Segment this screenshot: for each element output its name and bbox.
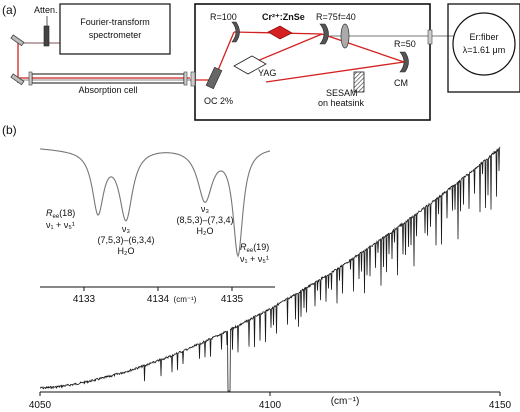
crystal-label: Cr²⁺:ZnSe [262,12,305,22]
mirror-bottom-left [10,73,25,86]
laser-cavity-box [194,3,431,121]
er-fiber-label-2: λ=1.61 μm [463,45,505,55]
r75-label: R=75 [316,12,338,22]
mirror-top-left [10,34,25,47]
inset-plot: 4133 4134 4135 (cm⁻¹) Ree(18) ν₁ + ν₅¹ ν… [39,148,275,305]
inset-spectrum-line [39,148,271,258]
sesam [353,71,365,93]
beam-reference-lines [18,42,190,81]
x-axis-unit: (cm⁻¹) [331,396,360,407]
svg-text:ν₁ + ν₅¹: ν₁ + ν₅¹ [240,254,269,264]
ft-spectrometer-box [59,3,171,55]
output-coupler [205,66,223,90]
svg-text:Ree(19): Ree(19) [240,242,269,254]
panel-b: (b) 4050 4100 4150 (cm⁻¹) 4133 4134 4135… [2,123,512,411]
main-x-ticks [39,392,501,396]
x-tick-4050: 4050 [29,400,52,411]
sesam-label-1: SESAM [326,88,358,98]
svg-text:Ree(18): Ree(18) [46,208,75,220]
inset-annotation-h2o-2: ν₃ (8,5,3)–(7,3,4) H₂O [176,204,233,236]
mirror-r100 [231,21,240,43]
attenuator [43,25,50,47]
yag-plate [233,55,267,75]
inset-tick-4135: 4135 [221,294,244,305]
cavity-window-left [190,71,196,87]
r100-label: R=100 [210,12,237,22]
svg-text:(8,5,3)–(7,3,4): (8,5,3)–(7,3,4) [176,215,233,225]
x-tick-4100: 4100 [259,400,282,411]
cm-label: CM [394,78,408,88]
lens-f40 [340,23,350,49]
svg-text:H₂O: H₂O [118,246,135,256]
svg-text:H₂O: H₂O [197,226,214,236]
crystal-znse [267,25,293,40]
cavity-window-right [427,29,433,45]
er-fiber-coil [452,12,516,76]
yag-label: YAG [258,68,276,78]
svg-text:ν₃: ν₃ [122,224,131,234]
cavity-beams [190,31,405,83]
ft-spectrometer-label-2: spectrometer [89,30,142,40]
svg-text:(7,5,3)–(6,3,4): (7,5,3)–(6,3,4) [97,235,154,245]
f40-label: f=40 [338,12,356,22]
inset-tick-4134: 4134 [147,294,170,305]
inset-x-ticks [83,287,233,291]
inset-annotation-ree18: Ree(18) ν₁ + ν₅¹ [46,208,75,230]
mirror-r75 [319,23,329,45]
main-spectrum-line [39,146,501,392]
r50-label: R=50 [394,39,416,49]
inset-annotation-h2o-1: ν₃ (7,5,3)–(6,3,4) H₂O [97,224,154,256]
atten-label: Atten. [34,5,58,15]
ft-spectrometer-label-1: Fourier-transform [80,17,150,27]
panel-b-label: (b) [2,123,17,137]
x-tick-4150: 4150 [489,400,512,411]
cell-window-right [183,71,188,86]
er-fiber-box [447,3,520,93]
inset-unit: (cm⁻¹) [174,295,197,304]
panel-a-label: (a) [2,3,17,17]
svg-text:ν₁ + ν₅¹: ν₁ + ν₅¹ [46,220,75,230]
sesam-label-2: on heatsink [318,98,365,108]
er-fiber-label-1: Er:fiber [469,32,498,42]
svg-text:ν₃: ν₃ [201,204,210,214]
panel-a: (a) Atten. Fourier-transform spectromete… [2,3,520,121]
absorption-cell-label: Absorption cell [78,85,137,95]
inset-annotation-ree19: Ree(19) ν₁ + ν₅¹ [240,242,269,264]
oc-label: OC 2% [204,96,233,106]
cell-window-left [28,71,33,86]
inset-tick-4133: 4133 [73,294,96,305]
mirror-r50 [399,51,409,73]
